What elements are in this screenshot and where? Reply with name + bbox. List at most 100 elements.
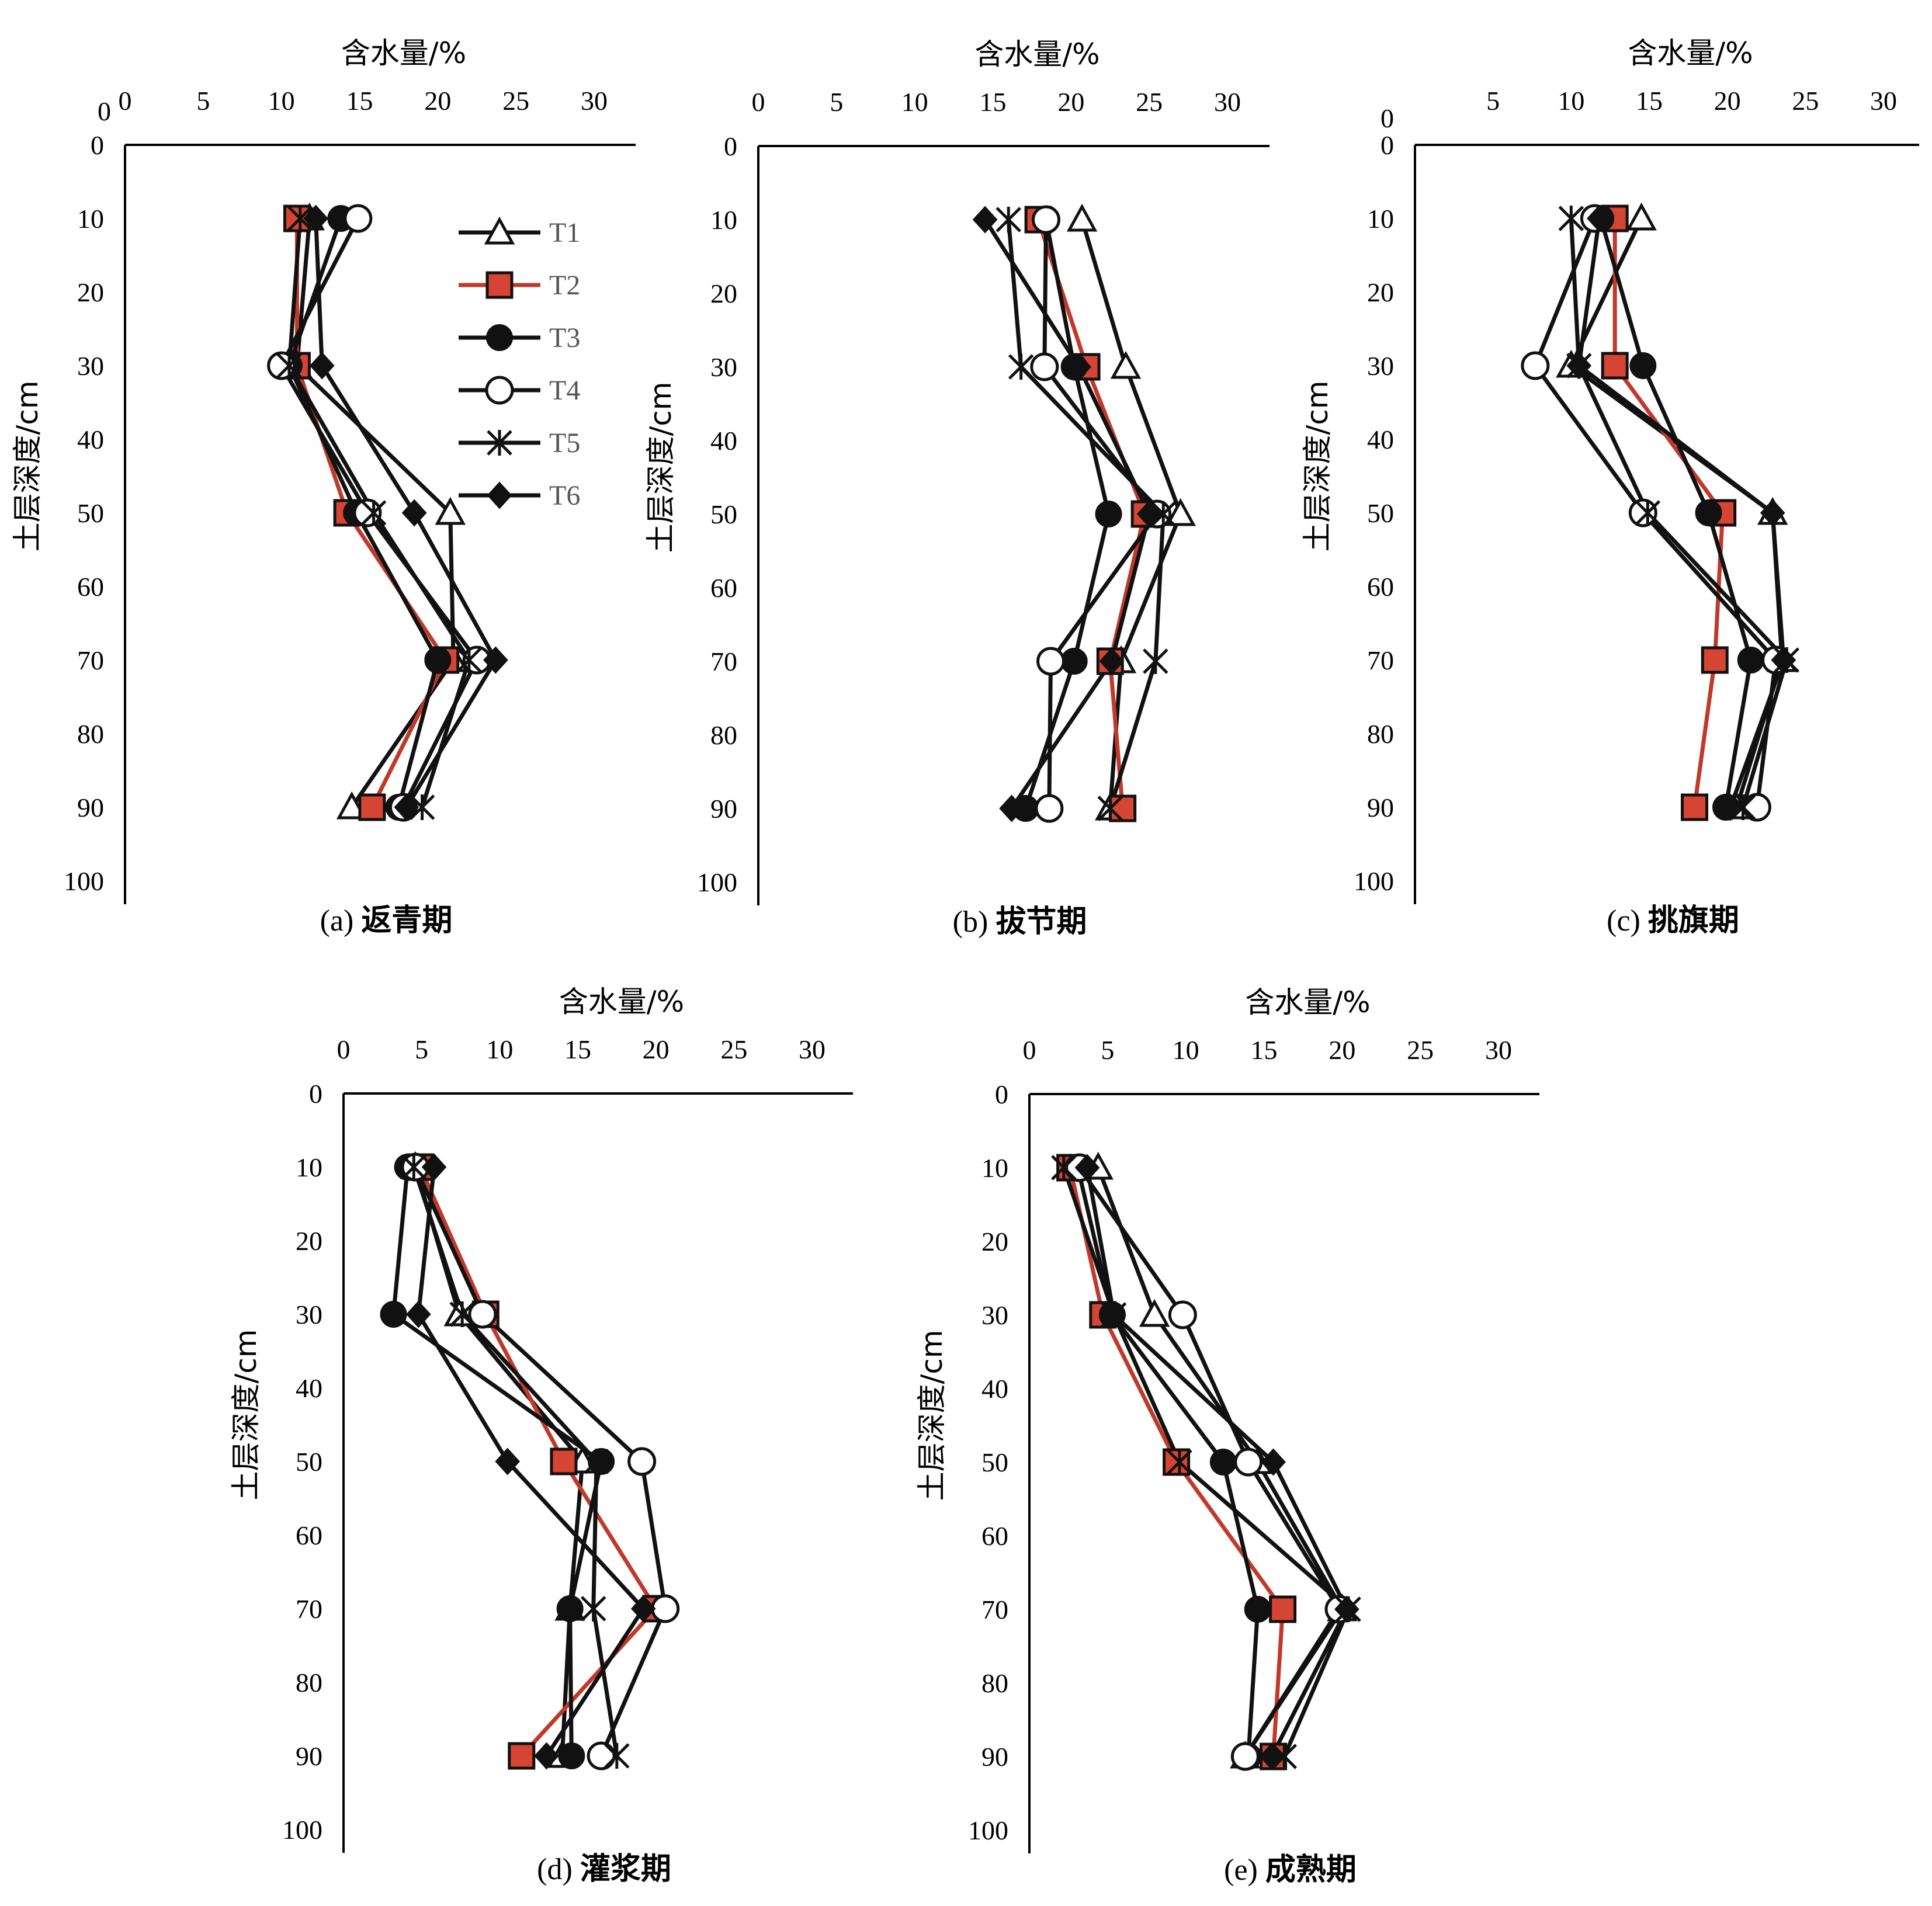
point-t5-marker [604,1743,630,1769]
point-t2-marker [358,793,386,821]
y-tick-label: 10 [710,205,737,235]
point-t2-marker [1163,1448,1191,1476]
y-tick-label: 60 [296,1520,322,1550]
point-t5-marker [276,353,302,379]
point-t5-marker [360,500,387,526]
series-line-t1 [1569,217,1784,808]
point-t3-marker [1209,1449,1237,1475]
point-t5-marker [287,206,313,231]
point-t4-marker [1628,498,1657,527]
x-tick-label: 10 [1558,86,1584,116]
y-axis-title: 土层深度/cm [915,1329,949,1501]
x-tick-label: 20 [1057,87,1084,117]
y-tick-label: 20 [981,1227,1008,1256]
x-tick-label: 30 [581,86,608,116]
y-tick-label: 20 [710,279,737,308]
x-tick-label: 20 [1329,1035,1355,1065]
y-tick-label: 30 [1367,351,1394,381]
panel-caption: (a) 返青期 [320,903,453,938]
y-tick-label: 70 [1367,645,1394,675]
point-t2-marker [1109,794,1137,822]
y-tick-label: 90 [981,1742,1008,1772]
y-tick-label: 50 [710,499,737,529]
point-t6-marker [1136,500,1162,528]
y-tick-label: 20 [296,1226,322,1256]
point-t6-marker [1074,1154,1100,1182]
point-t6-marker [1587,204,1612,232]
legend-t4-marker [485,376,514,405]
x-tick-label: 10 [268,86,295,116]
y-tick-label: 100 [64,866,104,896]
x-tick-label: 30 [1870,86,1897,116]
point-t4-marker [1168,1300,1197,1329]
corner-zero-label: 0 [1381,103,1394,133]
x-tick-label: 15 [564,1034,591,1064]
point-t6-marker [534,1742,559,1770]
x-axis-title: 含水量/% [341,36,466,70]
y-tick-label: 80 [77,719,104,749]
y-tick-label: 50 [981,1447,1008,1477]
point-t3-marker [558,1742,585,1769]
point-t4-marker [1032,205,1061,234]
point-t5-marker [449,1301,475,1327]
y-tick-label: 30 [710,352,737,382]
point-t6-marker [401,499,427,527]
y-tick-label: 70 [981,1595,1008,1624]
point-t6-marker [483,646,508,674]
caption-stage: 返青期 [361,903,452,938]
y-tick-label: 10 [981,1153,1008,1183]
x-tick-label: 10 [901,87,928,117]
panel-e: 0 5 10 15 20 25 30 0 10 20 30 40 50 60 70 80 90 100 含水量/% 土… [915,985,1539,1887]
y-tick-label: 10 [77,204,104,234]
point-t1-marker [1066,203,1098,232]
point-t5-marker [401,1154,427,1180]
x-tick-label: 20 [424,86,451,116]
y-tick-label: 10 [1367,204,1394,234]
point-t6-marker [630,1595,656,1623]
y-tick-label: 100 [1354,866,1394,896]
point-t6-marker [495,1447,521,1475]
legend-label-t4: T4 [549,375,580,406]
y-tick-label: 90 [77,793,104,822]
y-tick-label: 40 [77,425,104,454]
point-t6-marker [1718,793,1743,821]
y-tick-label: 30 [77,351,104,381]
legend-t6-marker [487,481,512,509]
panel-caption: (e) 成熟期 [1224,1852,1357,1887]
point-t4-marker [1521,351,1550,380]
x-tick-label: 30 [1485,1035,1512,1065]
y-tick-label: 80 [710,720,737,750]
panel-caption: (c) 挑旗期 [1607,903,1739,938]
point-t6-marker [1566,352,1592,380]
x-axis-title: 含水量/% [1245,985,1370,1019]
x-tick-label: 5 [196,86,210,116]
legend-t2-marker [485,271,514,299]
y-tick-label: 60 [77,572,104,602]
x-tick-label: 15 [346,86,373,116]
y-tick-label: 100 [697,867,737,897]
point-t1-marker [435,497,466,525]
x-tick-label: 5 [1101,1035,1114,1065]
y-tick-label: 100 [282,1815,322,1845]
point-t3-marker [1060,648,1088,675]
corner-zero-label: 0 [98,96,111,126]
point-t2-marker [1601,352,1629,380]
point-t1-marker [336,791,367,820]
y-tick-label: 50 [296,1447,322,1477]
point-t1-marker [1110,350,1142,379]
point-t6-marker [421,1153,447,1181]
panel-a: 0 5 10 15 20 25 30 0 10 20 30 40 50 60 70 80 90 100 0 含水量/%… [11,36,636,938]
x-tick-label: 15 [980,87,1007,117]
x-tick-label: 5 [830,87,843,117]
x-tick-label: 5 [415,1034,428,1064]
point-t4-marker [587,1741,616,1770]
point-t6-marker [1771,646,1796,674]
point-t2-marker [508,1742,536,1770]
caption-stage: 灌浆期 [580,1852,671,1887]
x-tick-label: 0 [119,86,132,116]
x-tick-label: 25 [502,86,529,116]
point-t3-marker [424,647,452,673]
x-tick-label: 30 [1214,87,1241,117]
y-tick-label: 70 [296,1594,322,1624]
point-t6-marker [1334,1595,1359,1623]
